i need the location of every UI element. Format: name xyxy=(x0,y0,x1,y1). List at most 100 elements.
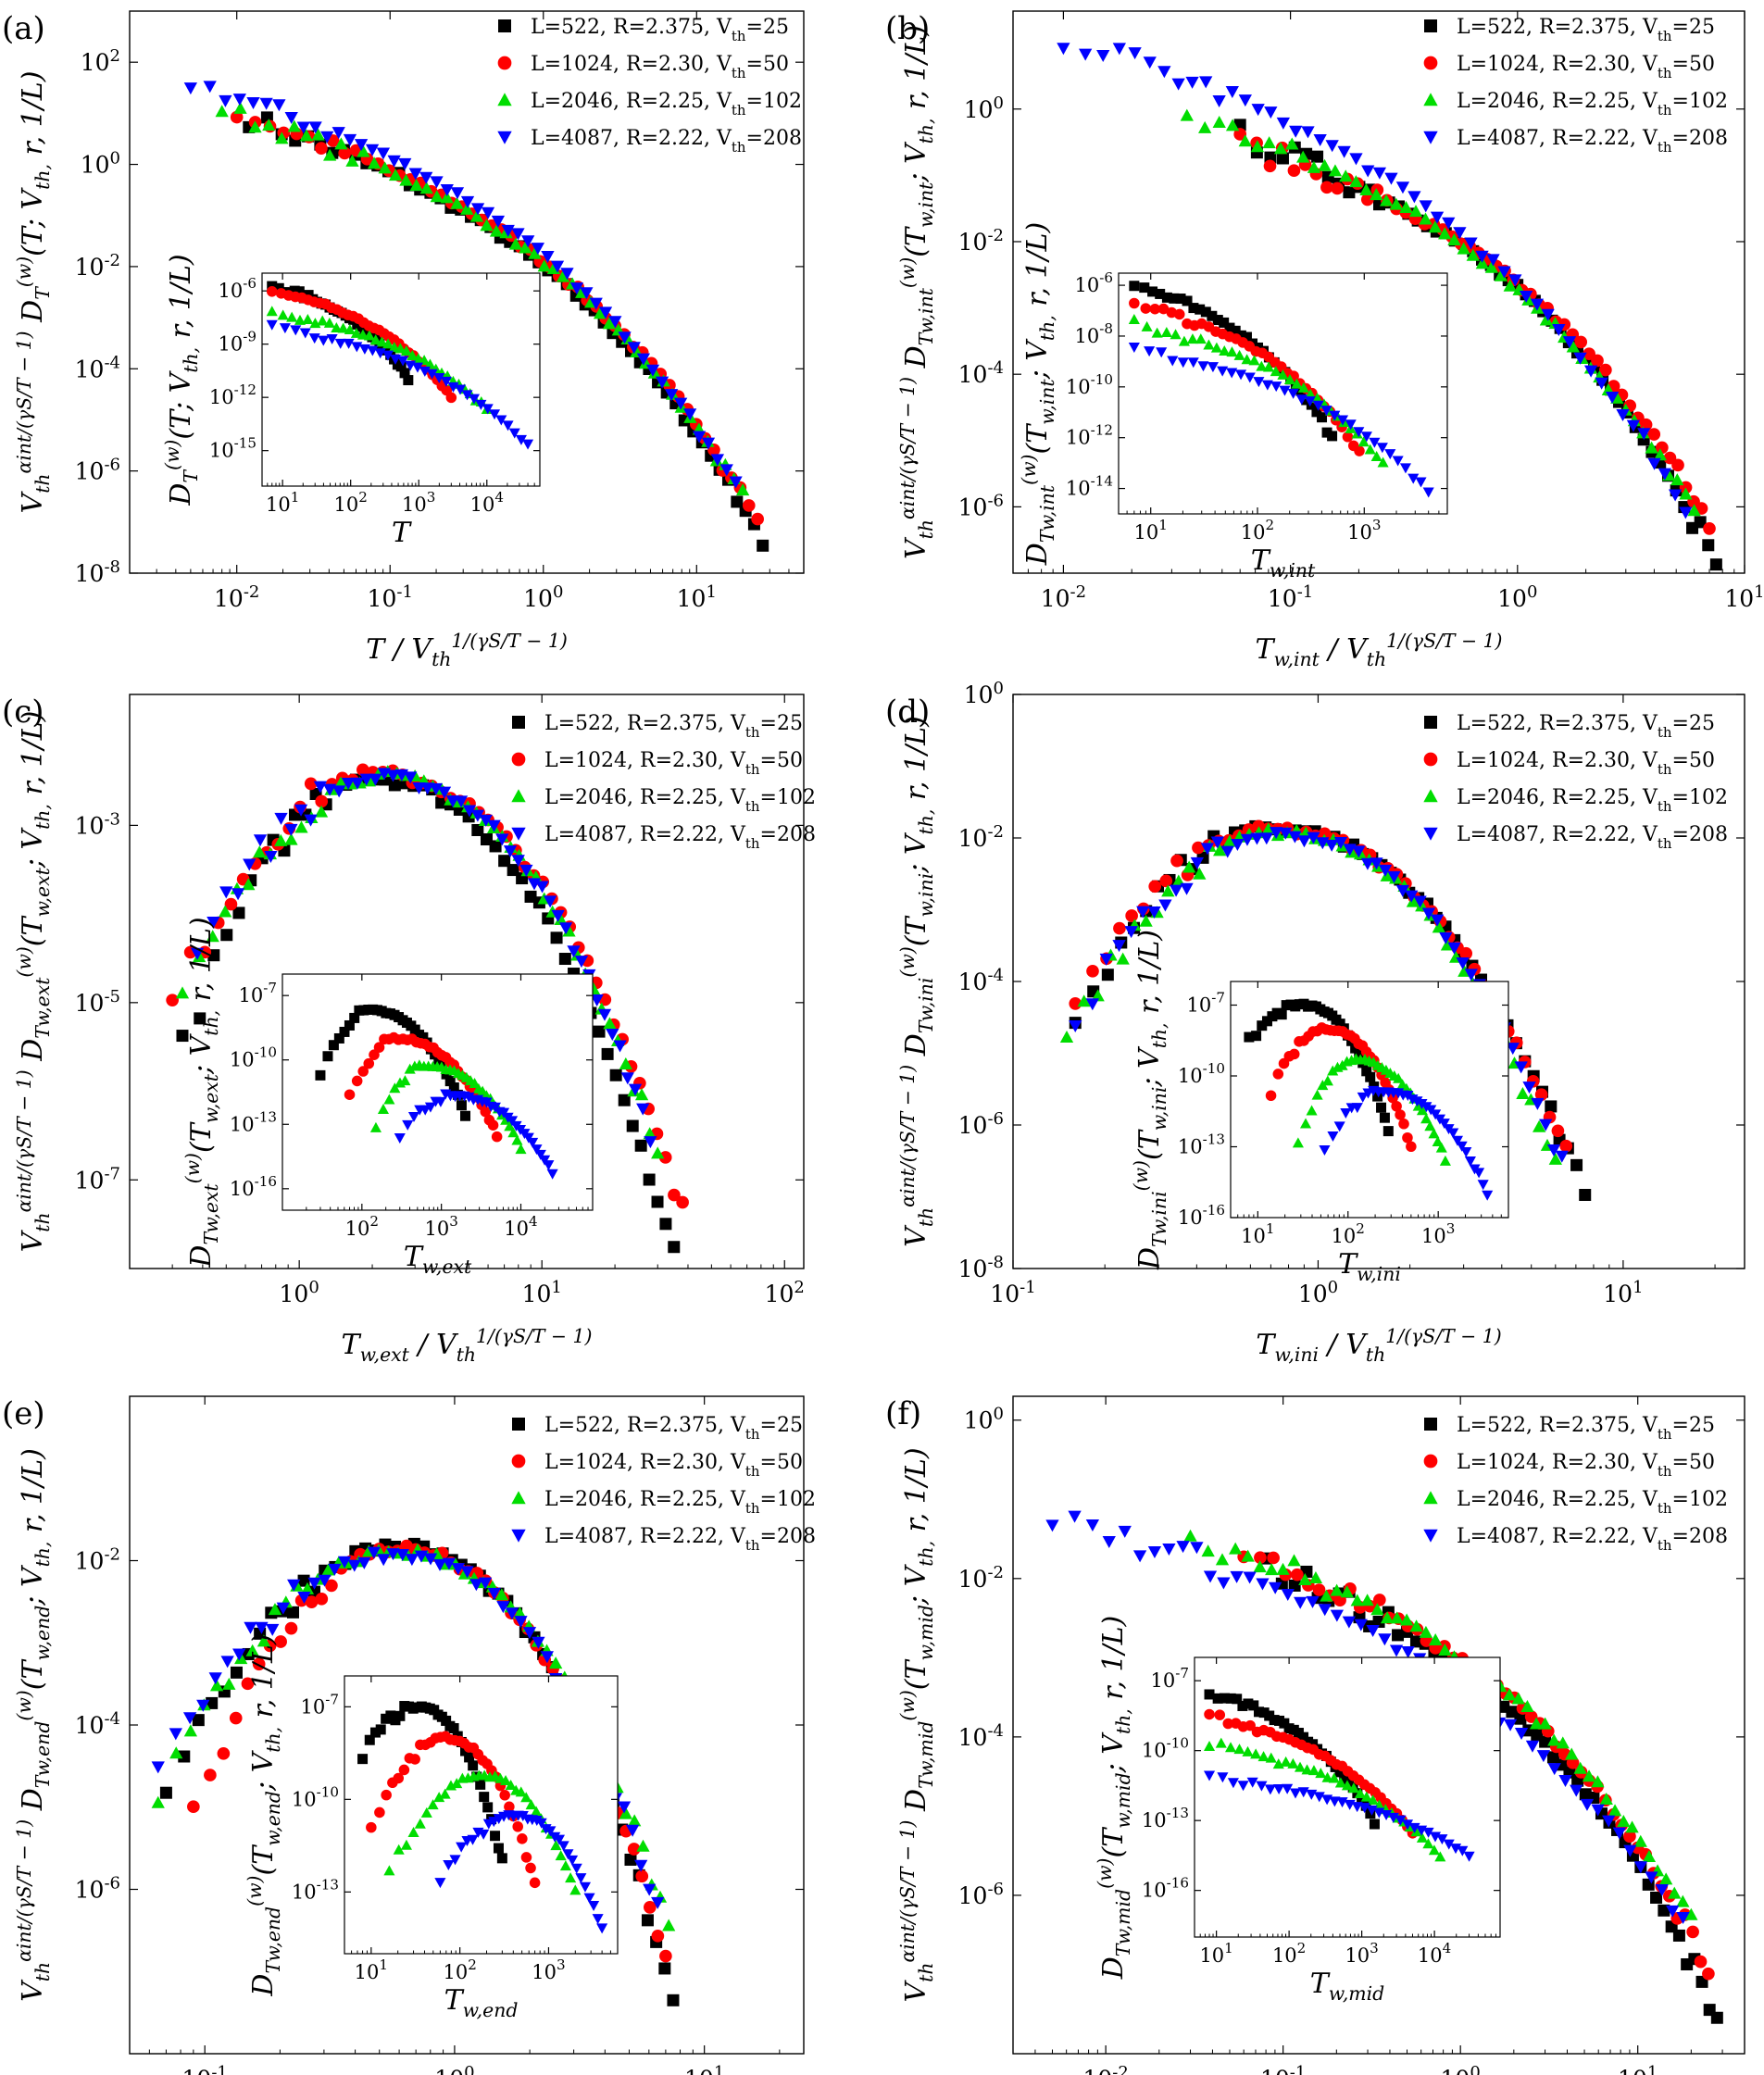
data-point xyxy=(252,1657,266,1671)
data-point xyxy=(395,1548,409,1561)
y-tick-label: 10-12 xyxy=(209,381,256,408)
data-point xyxy=(1241,354,1253,365)
data-point xyxy=(1254,1706,1265,1718)
data-point xyxy=(1502,1688,1517,1701)
data-point xyxy=(369,1727,381,1738)
data-point xyxy=(1140,303,1152,314)
data-point xyxy=(1252,819,1265,833)
x-tick-label: 102 xyxy=(1332,1220,1365,1247)
data-point xyxy=(522,1627,537,1640)
y-tick-label: 10-2 xyxy=(75,251,120,281)
data-point xyxy=(1562,336,1577,349)
data-point xyxy=(256,1634,271,1647)
data-point xyxy=(519,241,532,254)
panel-d: (d) 10-1 100 101 10-8 10-6 10-4 10-2 100 Tw,ini /… xyxy=(885,679,1745,1366)
data-point xyxy=(651,1896,665,1909)
data-point xyxy=(272,99,286,112)
x-axis-title: Tw,ext / Vth1/(γS/T − 1) xyxy=(342,1325,593,1366)
data-point xyxy=(266,1623,280,1636)
data-point xyxy=(1516,1086,1530,1099)
data-point xyxy=(1420,1113,1432,1124)
data-point xyxy=(609,1069,622,1081)
data-point xyxy=(1315,1768,1327,1779)
data-point xyxy=(1297,835,1311,848)
data-point xyxy=(297,1592,311,1605)
data-point xyxy=(151,1795,165,1808)
data-point xyxy=(1599,363,1612,377)
data-point xyxy=(579,1881,592,1893)
data-point xyxy=(311,128,325,141)
data-point xyxy=(1235,330,1246,341)
data-point xyxy=(471,823,484,836)
data-point xyxy=(1155,288,1166,299)
data-point xyxy=(397,356,409,367)
data-point xyxy=(1141,320,1153,331)
data-point xyxy=(1059,1030,1074,1043)
data-point xyxy=(357,1754,369,1765)
data-point xyxy=(634,1139,647,1152)
data-point xyxy=(461,390,473,401)
data-point xyxy=(1424,1120,1436,1131)
y-tick-label: 10-7 xyxy=(75,1164,120,1194)
data-point xyxy=(1265,1090,1277,1102)
data-point xyxy=(626,1119,639,1132)
data-point xyxy=(1245,1719,1256,1731)
data-point xyxy=(1354,445,1365,456)
data-point xyxy=(318,335,330,346)
y-tick-label: 10-16 xyxy=(1142,1875,1189,1902)
panel-letter: (e) xyxy=(2,1395,45,1432)
data-point xyxy=(351,1075,363,1087)
data-point xyxy=(1401,1645,1415,1658)
data-point xyxy=(357,144,370,157)
legend-marker xyxy=(497,56,512,70)
data-point xyxy=(224,897,238,911)
data-point xyxy=(460,202,474,215)
y-axis-title: Vthαint/(γS/T − 1) DT(w)(T; Vth, r, 1/L) xyxy=(13,71,54,514)
y-tick-label: 10-6 xyxy=(958,491,1004,520)
data-point xyxy=(1668,1886,1682,1899)
data-point xyxy=(1350,1043,1361,1054)
x-tick-label: 100 xyxy=(280,1278,319,1307)
data-point xyxy=(357,1556,371,1569)
y-tick-label: 10-7 xyxy=(301,1691,339,1718)
data-point xyxy=(1439,1155,1451,1166)
data-point xyxy=(1457,1845,1469,1856)
data-point xyxy=(1169,293,1180,304)
data-point xyxy=(369,334,382,345)
data-point xyxy=(1419,200,1432,213)
data-point xyxy=(1435,1142,1447,1153)
data-point xyxy=(1311,150,1324,163)
data-point xyxy=(343,133,357,146)
data-point xyxy=(488,409,501,420)
data-point xyxy=(1317,412,1328,423)
x-tick-label: 100 xyxy=(523,582,563,612)
x-tick-label: 101 xyxy=(266,489,299,516)
data-point xyxy=(592,1914,604,1925)
data-point xyxy=(1251,1031,1262,1042)
data-point xyxy=(386,769,400,782)
data-point xyxy=(233,101,247,114)
legend-marker xyxy=(1423,752,1438,767)
data-point xyxy=(219,94,232,107)
data-point xyxy=(394,1133,406,1144)
data-point xyxy=(1295,394,1307,406)
data-point xyxy=(1257,1020,1268,1031)
data-point xyxy=(1538,1717,1552,1730)
data-point xyxy=(220,929,233,942)
data-point xyxy=(1212,115,1226,128)
data-point xyxy=(1342,1616,1357,1629)
data-point xyxy=(517,1810,529,1821)
data-point xyxy=(1157,303,1170,315)
data-point xyxy=(344,1089,356,1101)
data-point xyxy=(345,154,359,167)
data-point xyxy=(1237,1700,1248,1711)
y-tick-label: 10-10 xyxy=(292,1783,339,1810)
data-point xyxy=(334,338,346,349)
data-point xyxy=(525,1862,536,1874)
data-point xyxy=(505,1607,519,1620)
data-point xyxy=(366,1821,377,1833)
data-point xyxy=(419,171,433,184)
data-point xyxy=(1203,1570,1218,1583)
data-point xyxy=(1463,1851,1475,1862)
legend-marker xyxy=(1424,1418,1437,1431)
